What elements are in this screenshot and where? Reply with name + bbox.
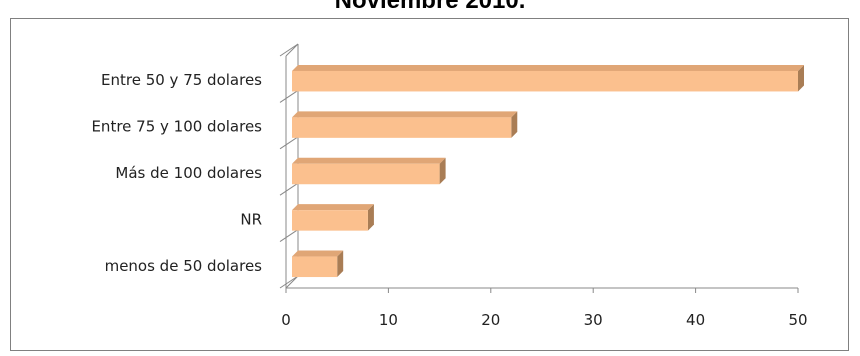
bar: [292, 256, 338, 278]
axis-depth-line: [285, 275, 299, 289]
category-label: Más de 100 dolares: [115, 164, 262, 182]
category-tick: [279, 275, 299, 289]
category-label: Entre 75 y 100 dolares: [91, 118, 262, 136]
category-label: NR: [240, 210, 262, 228]
bar-top: [292, 157, 446, 164]
bar: [292, 210, 368, 231]
bar-side: [367, 204, 374, 231]
bar: [292, 117, 512, 138]
bar: [292, 70, 798, 92]
x-tick-label: 10: [379, 311, 398, 329]
x-tick-label: 50: [788, 311, 807, 329]
x-tick-label: 30: [584, 311, 603, 329]
x-tick-label: 0: [281, 311, 291, 329]
category-label: menos de 50 dolares: [105, 257, 263, 275]
bar-side: [798, 64, 804, 92]
chart-title: Noviembre 2010.: [334, 0, 526, 14]
category-tick: [279, 136, 299, 150]
bar-side: [439, 157, 446, 185]
bar-top: [292, 204, 374, 211]
bar-top: [292, 111, 518, 118]
bar-top: [292, 64, 804, 71]
bar-side: [511, 111, 518, 138]
bar-top: [292, 250, 344, 257]
category-tick: [279, 229, 299, 243]
bar-side: [337, 250, 344, 278]
category-label: Entre 50 y 75 dolares: [101, 71, 262, 89]
axis-depth-line-top: [285, 43, 299, 57]
bar: [292, 163, 440, 185]
category-tick: [279, 182, 299, 196]
x-tick-label: 40: [686, 311, 705, 329]
category-tick: [279, 89, 299, 103]
x-tick-label: 20: [481, 311, 500, 329]
category-tick: [279, 43, 299, 57]
